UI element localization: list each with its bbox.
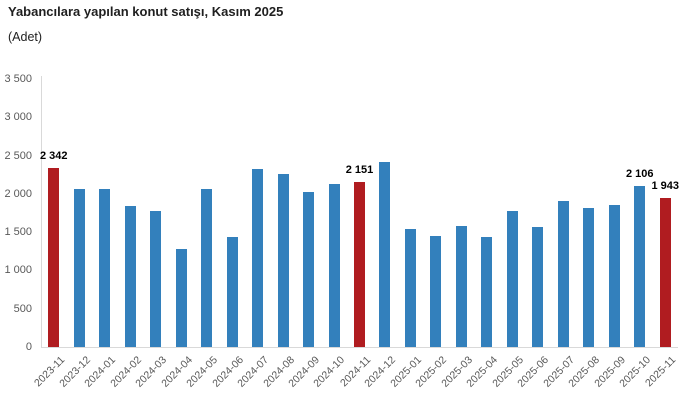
y-tick-label: 1 500 <box>4 226 32 239</box>
y-tick-label: 2 000 <box>4 187 32 200</box>
y-tick-label: 0 <box>25 341 32 353</box>
bar-2024-03 <box>150 210 162 347</box>
bar-2025-07 <box>557 200 569 347</box>
bar-2025-04 <box>481 236 493 347</box>
y-tick-label: 3 000 <box>4 111 32 124</box>
bar-2025-10 <box>634 185 646 347</box>
data-label-2024-11: 2 151 <box>345 164 374 177</box>
bar-2024-01 <box>99 188 111 347</box>
y-axis-line <box>41 76 42 347</box>
x-axis-line <box>41 347 678 348</box>
bar-2024-09 <box>303 191 315 347</box>
bar-2025-11 <box>659 198 671 347</box>
y-tick-label: 500 <box>13 302 32 315</box>
bar-2025-01 <box>404 228 416 347</box>
bar-2025-03 <box>455 226 467 347</box>
chart-subtitle: (Adet) <box>8 30 43 44</box>
bar-2023-11 <box>48 167 60 347</box>
y-tick-label: 3 500 <box>4 73 32 85</box>
bar-2024-08 <box>277 173 289 347</box>
data-label-2025-11: 1 943 <box>651 180 680 193</box>
bar-2024-02 <box>124 205 136 347</box>
bar-2025-05 <box>506 211 518 347</box>
bar-2024-11 <box>354 182 365 347</box>
bar-2025-08 <box>583 208 595 347</box>
bar-2025-02 <box>430 235 442 347</box>
bar-2025-09 <box>608 204 620 347</box>
bar-2024-12 <box>379 162 391 347</box>
y-tick-label: 2 500 <box>4 149 32 162</box>
bar-2024-07 <box>252 168 264 347</box>
bar-2024-06 <box>226 237 238 347</box>
bar-2024-10 <box>328 183 340 347</box>
chart-title: Yabancılara yapılan konut satışı, Kasım … <box>8 4 284 19</box>
plot-area: 2 342 2 151 2 106 1 943 2023-11 2023-12 2024-… <box>32 76 680 390</box>
bar-2023-12 <box>73 188 85 347</box>
bar-2025-06 <box>532 227 544 347</box>
bar-2024-05 <box>201 188 213 347</box>
bar-2024-04 <box>175 249 187 347</box>
data-label-2023-11: 2 342 <box>39 149 68 162</box>
y-tick-label: 1 000 <box>4 264 32 277</box>
data-label-2025-10: 2 106 <box>626 167 654 180</box>
